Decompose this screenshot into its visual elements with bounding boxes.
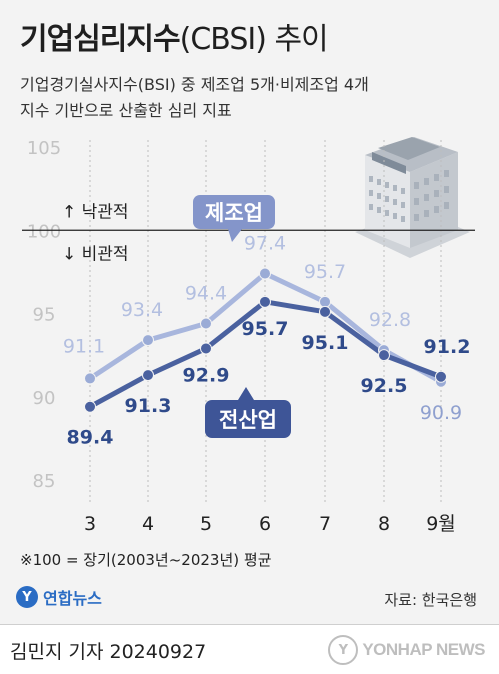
x-tick-label: 4 bbox=[142, 513, 154, 535]
chart-subtitle: 기업경기실사지수(BSI) 중 제조업 5개·비제조업 4개 지수 기반으로 산… bbox=[20, 72, 490, 124]
series-1-value-label: 91.2 bbox=[424, 336, 471, 358]
title-main: 기업심리지수 bbox=[20, 22, 181, 57]
series-0-point bbox=[259, 267, 271, 280]
series-1-point bbox=[142, 369, 154, 382]
x-tick-label: 7 bbox=[319, 513, 331, 535]
series-1-value-label: 92.9 bbox=[183, 364, 230, 386]
series-0-tag-pointer bbox=[228, 229, 242, 242]
source-label: 자료: 한국은행 bbox=[384, 591, 477, 609]
x-tick-label: 9월 bbox=[426, 513, 456, 535]
series-0-value-label: 97.4 bbox=[244, 233, 286, 255]
x-tick-label: 5 bbox=[200, 513, 212, 535]
x-tick-label: 3 bbox=[84, 513, 96, 535]
x-tick-label: 8 bbox=[378, 513, 390, 535]
title-tail: 추이 bbox=[265, 22, 328, 57]
series-0-value-label: 93.4 bbox=[121, 299, 163, 321]
footer-bar: 김민지 기자 20240927 Y YONHAP NEWS bbox=[0, 624, 499, 674]
y-tick-label: 90 bbox=[33, 388, 56, 409]
yonhap-logo: Y 연합뉴스 bbox=[16, 585, 102, 609]
watermark-icon: Y bbox=[328, 635, 359, 665]
series-1-tag-label: 전산업 bbox=[219, 408, 277, 432]
series-0-value-label: 91.1 bbox=[63, 335, 105, 357]
series-1-point bbox=[378, 349, 390, 362]
series-1-tag-pointer bbox=[238, 387, 254, 400]
y-tick-label: 85 bbox=[33, 471, 56, 492]
series-0-tag-label: 제조업 bbox=[205, 201, 263, 225]
series-0-point bbox=[142, 334, 154, 347]
series-1-value-label: 91.3 bbox=[125, 395, 172, 417]
series-1-value-label: 95.1 bbox=[302, 332, 349, 354]
subtitle-line-2: 지수 기반으로 산출한 심리 지표 bbox=[20, 101, 232, 120]
y-tick-label: 105 bbox=[27, 138, 61, 159]
series-0-point bbox=[84, 372, 96, 385]
series-1-point bbox=[319, 305, 331, 318]
y-tick-label: 100 bbox=[27, 221, 61, 242]
series-1-tag-box bbox=[205, 400, 291, 438]
series-1-point bbox=[435, 370, 447, 383]
chart-title: 기업심리지수(CBSI) 추이 bbox=[20, 14, 329, 58]
byline: 김민지 기자 20240927 bbox=[10, 641, 207, 663]
series-0-point bbox=[200, 317, 212, 330]
series-1-point bbox=[84, 400, 96, 413]
series-1-point bbox=[259, 295, 271, 308]
yonhap-watermark: Y YONHAP NEWS bbox=[328, 635, 485, 665]
series-0-value-label: 95.7 bbox=[304, 261, 346, 283]
series-1-value-label: 89.4 bbox=[67, 427, 114, 449]
optimistic-label: ↑ 낙관적 bbox=[62, 202, 129, 222]
series-0-value-label: 90.9 bbox=[420, 402, 462, 424]
yonhap-logo-icon: Y bbox=[16, 586, 38, 608]
title-paren: (CBSI) bbox=[179, 22, 267, 57]
series-0-point bbox=[319, 295, 331, 308]
baseline-note: ※100 = 장기(2003년~2023년) 평균 bbox=[20, 551, 272, 569]
series-1-value-label: 92.5 bbox=[361, 375, 408, 397]
series-0-tag-box bbox=[193, 195, 275, 229]
series-0-value-label: 92.8 bbox=[369, 309, 411, 331]
pessimistic-label: ↓ 비관적 bbox=[62, 244, 129, 264]
series-0-value-label: 94.4 bbox=[185, 282, 227, 304]
yonhap-logo-text: 연합뉴스 bbox=[43, 589, 102, 608]
building-illustration bbox=[355, 137, 470, 258]
watermark-text: YONHAP NEWS bbox=[362, 640, 485, 659]
x-tick-label: 6 bbox=[259, 513, 271, 535]
series-1-point bbox=[200, 342, 212, 355]
y-tick-label: 95 bbox=[33, 305, 56, 326]
subtitle-line-1: 기업경기실사지수(BSI) 중 제조업 5개·비제조업 4개 bbox=[20, 75, 369, 94]
series-1-value-label: 95.7 bbox=[242, 318, 289, 340]
